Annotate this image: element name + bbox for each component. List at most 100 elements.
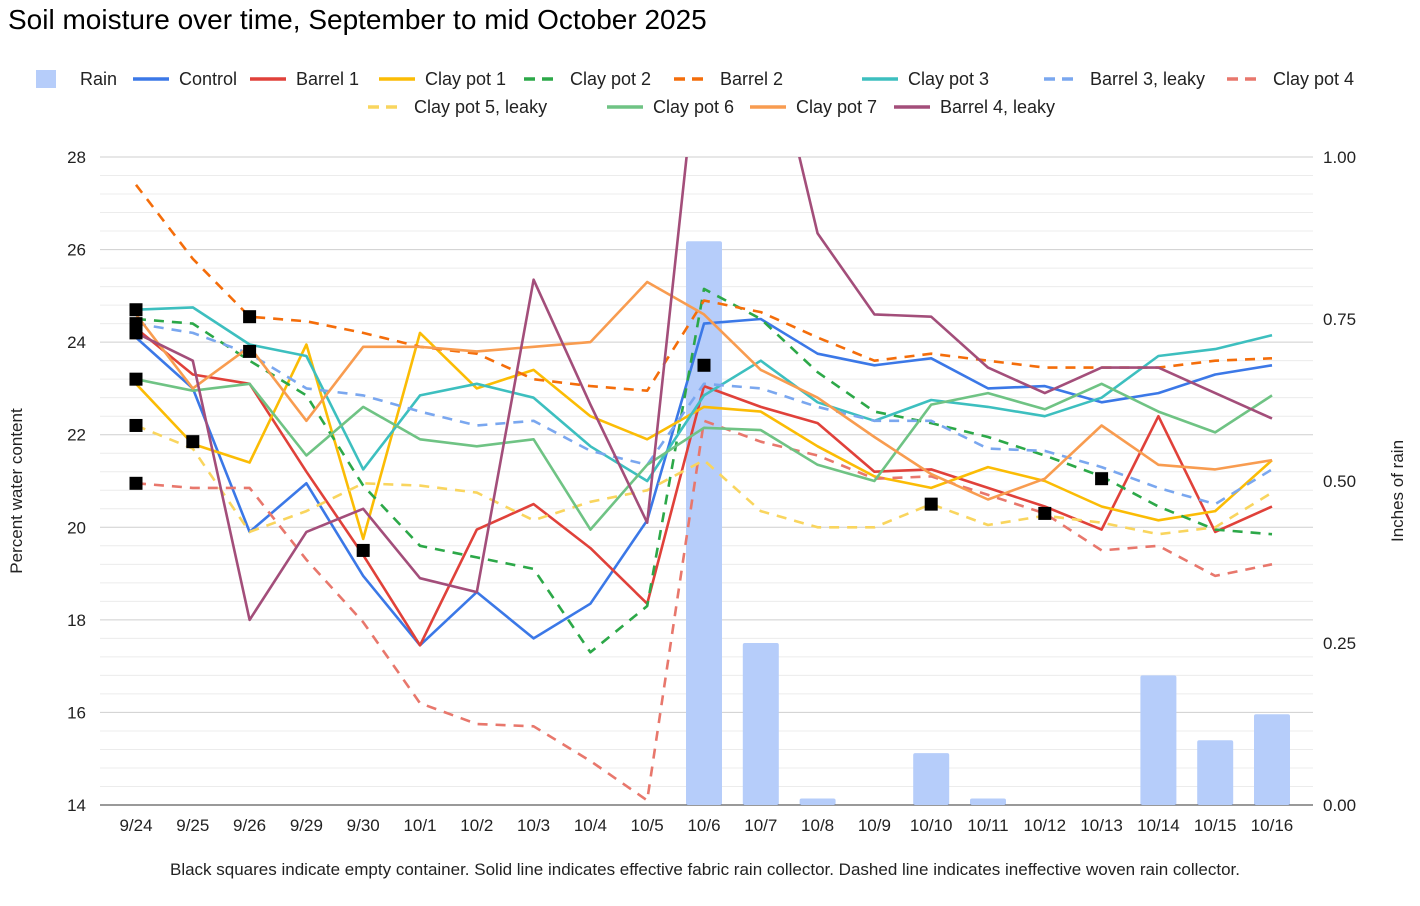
x-tick-label: 10/14 (1137, 816, 1180, 835)
series-line (135, 331, 1273, 541)
legend-label: Clay pot 2 (570, 68, 652, 89)
legend-label: Clay pot 7 (796, 96, 878, 117)
rain-bar (913, 753, 950, 805)
legend-label: Rain (80, 68, 118, 89)
legend-item: Clay pot 1 (377, 66, 506, 92)
x-tick-label: 10/16 (1251, 816, 1294, 835)
rain-bar (799, 798, 836, 805)
x-tick-label: 10/8 (801, 816, 834, 835)
y-tick-label: 14 (67, 796, 86, 815)
rain-bar (1254, 714, 1290, 805)
legend-item: Clay pot 6 (605, 94, 734, 120)
series-line (135, 327, 1273, 647)
empty-marker (129, 303, 143, 317)
legend-swatch (894, 105, 930, 109)
y-axis-title: Percent water content (7, 408, 26, 574)
x-tick-label: 9/29 (290, 816, 323, 835)
x-tick-label: 10/2 (460, 816, 493, 835)
series-line (135, 377, 1273, 531)
y2-tick-label: 0.25 (1323, 634, 1356, 653)
x-tick-label: 10/9 (858, 816, 891, 835)
series-line (135, 419, 1273, 802)
x-tick-label: 10/10 (910, 816, 953, 835)
legend-swatch (133, 77, 169, 81)
x-tick-label: 9/26 (233, 816, 266, 835)
y-tick-label: 16 (67, 703, 86, 722)
empty-marker (924, 497, 938, 511)
rain-bar (742, 643, 779, 805)
series-line (134, 280, 1273, 501)
legend-swatch-box (36, 70, 56, 88)
y2-tick-label: 0.50 (1323, 472, 1356, 491)
empty-markers (129, 303, 1109, 557)
legend-label: Clay pot 6 (653, 96, 735, 117)
legend-item: Clay pot 3 (860, 66, 989, 92)
right-axis-ticks: 0.00 0.25 0.50 0.75 1.00 (1323, 148, 1356, 815)
x-axis-ticks: 9/24 9/25 9/26 9/29 9/30 10/1 10/2 10/3 10/4 10/5… (119, 816, 1293, 835)
y-tick-label: 22 (67, 426, 86, 445)
legend-label: Barrel 3, leaky (1090, 68, 1206, 89)
soil-moisture-chart: 14 16 18 20 22 24 26 28 0.00 0.25 0.50 0.75 1.00 9/… (7, 148, 1407, 835)
y-tick-label: 20 (67, 518, 86, 537)
legend-item: Barrel 1 (248, 66, 359, 92)
legend-label: Clay pot 4 (1273, 68, 1355, 89)
legend-label: Barrel 2 (720, 68, 784, 89)
empty-marker (356, 543, 370, 557)
rain-bar (686, 241, 722, 806)
legend-label: Control (179, 68, 238, 89)
x-tick-label: 10/12 (1024, 816, 1067, 835)
legend-item: Barrel 4, leaky (892, 94, 1055, 120)
legend-item: Clay pot 5, leaky (366, 94, 547, 120)
series-line (135, 317, 1273, 647)
legend-label: Barrel 4, leaky (940, 96, 1056, 117)
x-tick-label: 10/1 (403, 816, 436, 835)
chart-title: Soil moisture over time, September to mi… (8, 4, 707, 35)
empty-marker (129, 418, 143, 432)
legend-swatch (36, 70, 56, 88)
legend-swatch (750, 105, 786, 109)
empty-marker (129, 372, 143, 386)
x-tick-label: 10/15 (1194, 816, 1237, 835)
legend-item: Control (131, 66, 237, 92)
x-tick-label: 10/4 (574, 816, 607, 835)
y-tick-label: 28 (67, 148, 86, 167)
rain-bar (1197, 740, 1234, 805)
series-line (134, 184, 1273, 393)
legend-label: Barrel 1 (296, 68, 360, 89)
legend-label: Clay pot 3 (908, 68, 990, 89)
legend-row-2: Clay pot 5, leaky Clay pot 6 Clay pot 7 Bar… (0, 94, 1420, 120)
x-tick-label: 10/11 (967, 816, 1008, 835)
y2-axis-title: Inches of rain (1388, 440, 1407, 542)
legend-swatch (674, 77, 710, 81)
legend-item: Rain (32, 66, 117, 92)
empty-marker (243, 344, 257, 358)
y-tick-label: 18 (67, 611, 86, 630)
x-tick-label: 10/3 (517, 816, 550, 835)
rain-bars (686, 241, 1290, 806)
series-line (135, 322, 1273, 506)
series-line (135, 306, 1273, 483)
x-tick-label: 9/24 (119, 816, 152, 835)
legend-item: Barrel 2 (672, 66, 783, 92)
empty-marker (243, 310, 257, 324)
y-tick-label: 24 (67, 333, 86, 352)
legend-item: Clay pot 2 (522, 66, 651, 92)
y-tick-label: 26 (67, 241, 86, 260)
chart-caption: Black squares indicate empty container. … (169, 860, 1240, 879)
legend-item: Clay pot 4 (1225, 66, 1354, 92)
legend-swatch (379, 77, 415, 81)
x-tick-label: 10/6 (687, 816, 720, 835)
series-lines (134, 157, 1273, 802)
x-tick-label: 9/30 (347, 816, 380, 835)
y2-tick-label: 0.00 (1323, 796, 1356, 815)
legend-swatch (524, 77, 560, 81)
empty-marker (129, 476, 143, 490)
empty-marker (186, 435, 200, 449)
rain-bar (1140, 675, 1177, 805)
x-tick-label: 10/5 (631, 816, 664, 835)
legend-item: Barrel 3, leaky (1042, 66, 1205, 92)
legend-item: Clay pot 7 (748, 94, 877, 120)
rain-bar (970, 798, 1006, 805)
empty-marker (1095, 472, 1109, 486)
series-line (135, 424, 1273, 536)
